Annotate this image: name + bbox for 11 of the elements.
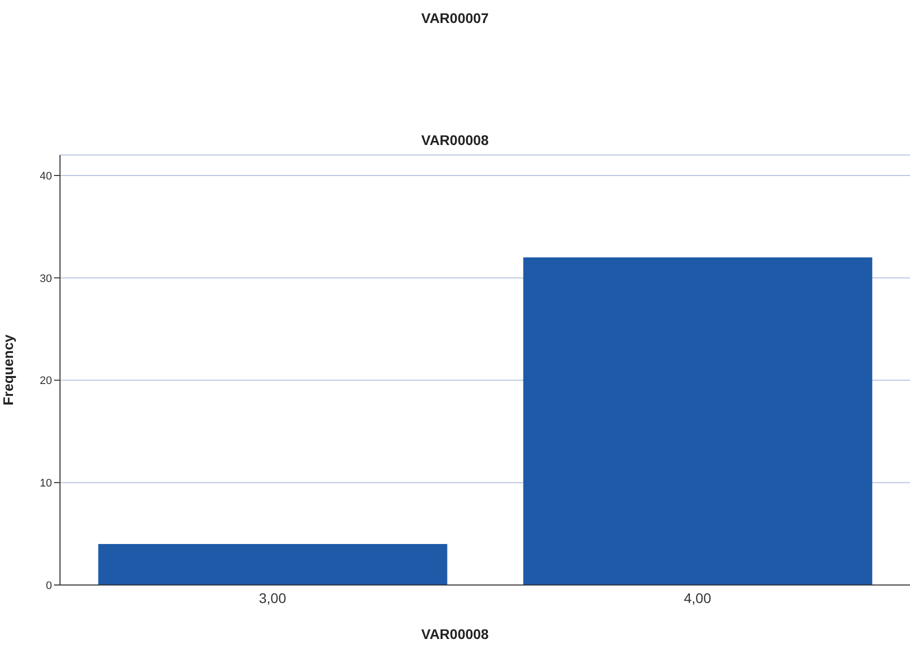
y-tick-label: 30 [40, 272, 52, 285]
y-tick-label: 10 [40, 478, 52, 490]
chart-subtitle: VAR00008 [420, 132, 490, 148]
x-axis-title: VAR00008 [420, 626, 490, 642]
chart-title: VAR00007 [420, 10, 490, 26]
y-tick-label: 20 [40, 375, 52, 388]
y-tick-label: 40 [40, 170, 52, 182]
y-tick-label: 0 [46, 580, 52, 592]
x-tick-label: 4,00 [684, 590, 712, 606]
x-tick-label: 3,00 [258, 590, 286, 606]
y-axis-title: Frequency [0, 334, 16, 406]
